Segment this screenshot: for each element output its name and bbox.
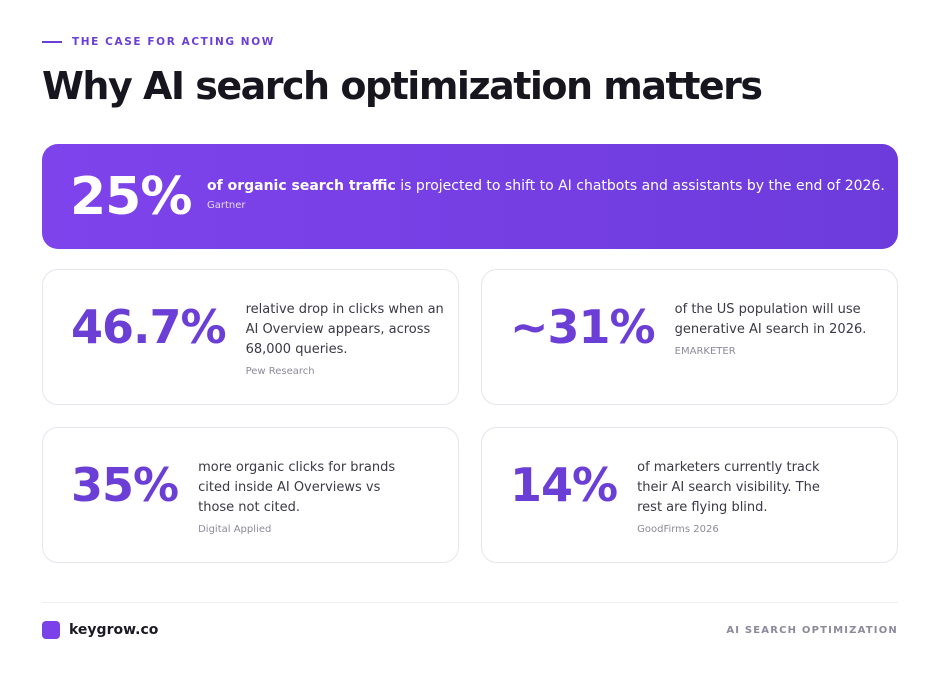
- card-source: GoodFirms 2026: [637, 524, 719, 535]
- brand-logo: [42, 621, 60, 639]
- brand: keygrow.co: [42, 621, 158, 639]
- stat-card: 46.7% relative drop in clicks when an AI …: [42, 269, 459, 405]
- footer-tag: AI SEARCH OPTIMIZATION: [726, 625, 898, 636]
- hero-body: of organic search traffic is projected t…: [207, 178, 885, 211]
- card-text: of marketers currently track their AI se…: [637, 460, 820, 515]
- card-stat: 14%: [510, 458, 618, 512]
- hero-text: of organic search traffic is projected t…: [207, 176, 885, 196]
- card-stat: 35%: [71, 458, 179, 512]
- stat-card: ~31% of the US population will use genera…: [481, 269, 898, 405]
- card-text: relative drop in clicks when an AI Overv…: [245, 302, 444, 357]
- card-text: more organic clicks for brands cited ins…: [198, 460, 396, 515]
- eyebrow: THE CASE FOR ACTING NOW: [42, 36, 275, 48]
- card-source: Pew Research: [245, 366, 315, 377]
- hero-card: 25% of organic search traffic is project…: [42, 144, 898, 249]
- hero-source: Gartner: [207, 200, 246, 211]
- hero-text-rest: is projected to shift to AI chatbots and…: [395, 178, 885, 194]
- eyebrow-dash: [42, 41, 62, 43]
- card-body: of marketers currently track their AI se…: [637, 458, 847, 535]
- card-text: of the US population will use generative…: [674, 302, 867, 337]
- hero-text-bold: of organic search traffic: [207, 178, 396, 194]
- card-source: EMARKETER: [674, 346, 736, 357]
- card-source: Digital Applied: [198, 524, 272, 535]
- brand-name: keygrow.co: [69, 622, 159, 638]
- footer-rule: [42, 602, 898, 603]
- card-body: of the US population will use generative…: [675, 300, 885, 357]
- card-stat: 46.7%: [71, 300, 227, 354]
- stat-card: 35% more organic clicks for brands cited …: [42, 427, 459, 563]
- eyebrow-text: THE CASE FOR ACTING NOW: [72, 36, 275, 48]
- stat-card: 14% of marketers currently track their AI…: [481, 427, 898, 563]
- card-body: more organic clicks for brands cited ins…: [198, 458, 408, 535]
- card-body: relative drop in clicks when an AI Overv…: [246, 300, 456, 377]
- hero-stat: 25%: [70, 166, 192, 227]
- card-stat: ~31%: [510, 300, 656, 354]
- title: Why AI search optimization matters: [42, 64, 763, 108]
